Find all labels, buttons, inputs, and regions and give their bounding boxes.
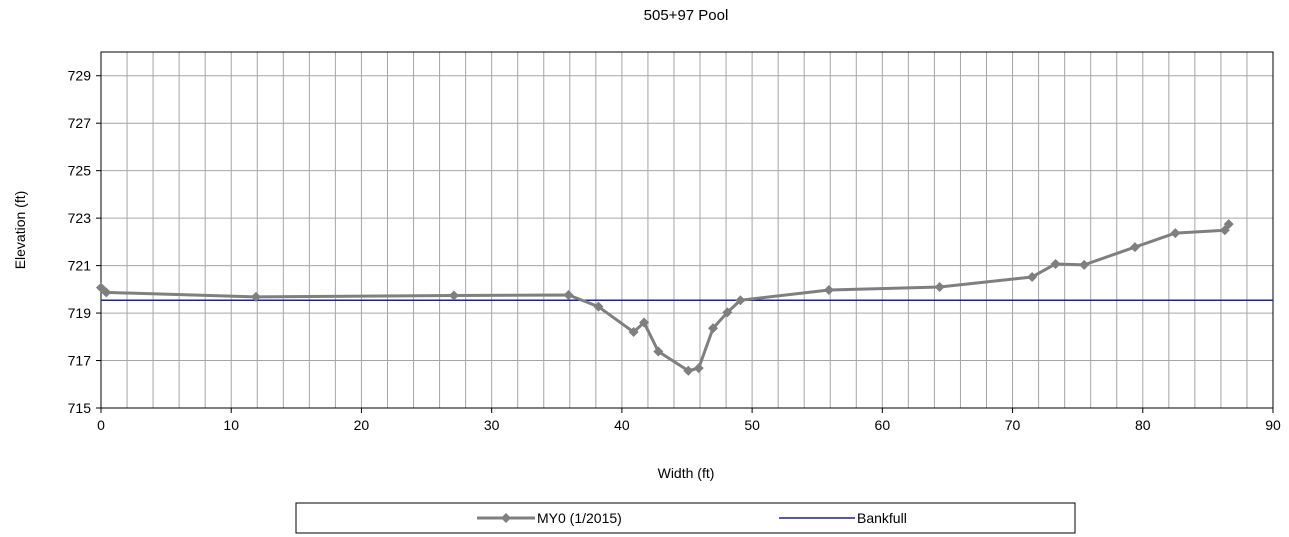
x-tick-label: 20	[354, 417, 370, 433]
y-tick-label: 725	[68, 163, 92, 179]
x-tick-label: 40	[614, 417, 630, 433]
legend-box	[295, 502, 1076, 534]
legend-marker-my0	[501, 513, 511, 523]
y-axis-ticks: 715 717 719 721 723 725 727 729	[68, 68, 101, 416]
y-tick-label: 727	[68, 115, 92, 131]
legend: MY0 (1/2015) Bankfull	[295, 502, 1076, 534]
x-tick-label: 70	[1005, 417, 1021, 433]
x-tick-label: 50	[744, 417, 760, 433]
y-axis-label: Elevation (ft)	[12, 191, 28, 270]
y-tick-label: 721	[68, 258, 92, 274]
my0-data-point	[563, 290, 574, 301]
my0-survey-line	[99, 223, 1230, 373]
my0-data-point	[1050, 258, 1061, 269]
plot-area	[100, 51, 1274, 409]
x-tick-label: 30	[484, 417, 500, 433]
my0-data-point	[593, 301, 604, 312]
x-tick-label: 10	[223, 417, 239, 433]
my0-data-point	[1027, 271, 1038, 282]
my0-data-point	[1170, 228, 1181, 239]
x-tick-label: 80	[1135, 417, 1151, 433]
my0-data-point	[448, 290, 459, 301]
my0-data-point	[101, 287, 112, 298]
chart-title: 505+97 Pool	[644, 7, 729, 24]
my0-data-point	[823, 285, 834, 296]
legend-label-my0: MY0 (1/2015)	[537, 510, 622, 526]
my0-data-point	[708, 323, 719, 334]
my0-data-point	[683, 365, 694, 376]
my0-data-point	[1223, 219, 1234, 230]
y-tick-label: 723	[68, 210, 92, 226]
my0-data-point	[693, 363, 704, 374]
y-tick-label: 715	[68, 400, 92, 416]
my0-data-point	[934, 281, 945, 292]
y-tick-label: 717	[68, 353, 92, 369]
y-tick-label: 719	[68, 305, 92, 321]
my0-data-point	[722, 307, 733, 318]
my0-data-point	[1129, 242, 1140, 253]
my0-data-point	[639, 317, 650, 328]
my0-data-point	[250, 291, 261, 302]
x-axis-ticks: 0 10 20 30 40 50 60 70 80 90	[97, 408, 1281, 433]
y-tick-label: 729	[68, 68, 92, 84]
legend-label-bankfull: Bankfull	[857, 510, 907, 526]
x-tick-label: 60	[875, 417, 891, 433]
x-tick-label: 0	[97, 417, 105, 433]
my0-data-point	[628, 327, 639, 338]
my0-data-point	[1219, 225, 1230, 236]
my0-data-point	[735, 295, 746, 306]
my0-data-point	[653, 346, 664, 357]
series-layer	[96, 219, 1273, 376]
x-tick-label: 90	[1265, 417, 1281, 433]
my0-data-point	[1079, 259, 1090, 270]
gridlines	[101, 52, 1273, 408]
x-axis-label: Width (ft)	[658, 465, 715, 481]
